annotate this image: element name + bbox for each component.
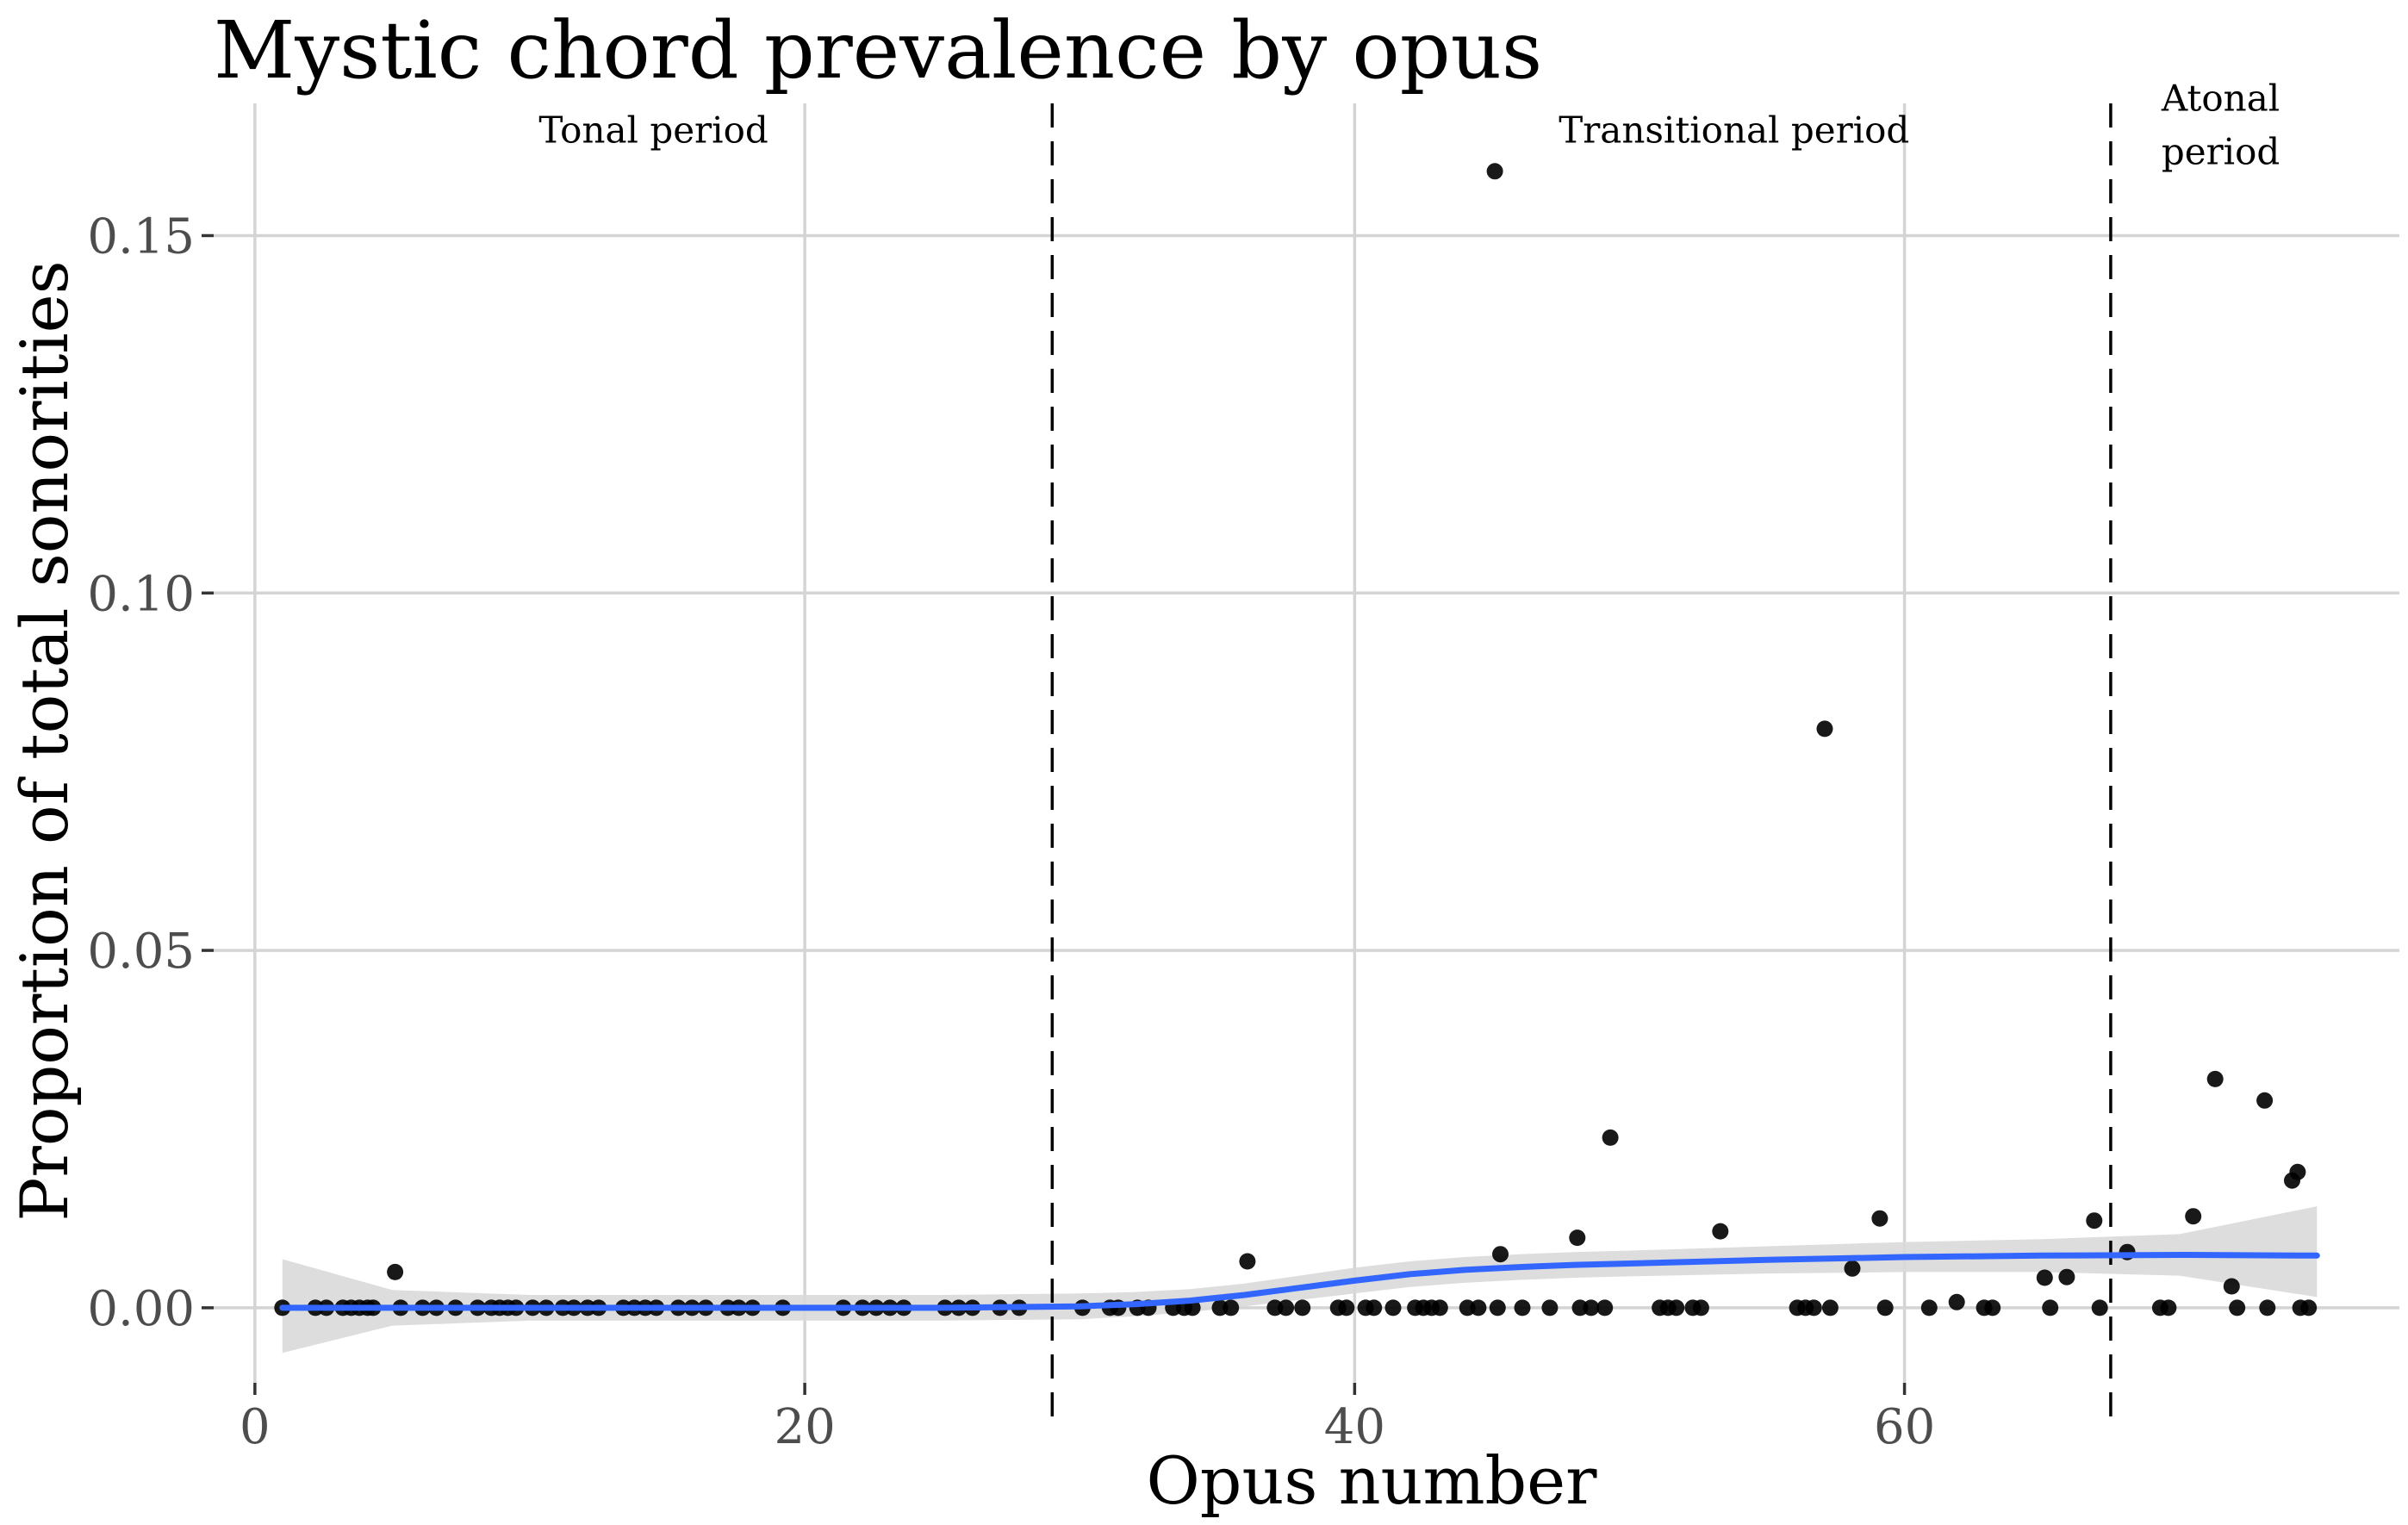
smooth-line-layer <box>279 1252 2320 1311</box>
chart-title: Mystic chord prevalence by opus <box>214 4 1542 96</box>
x-axis-title: Opus number <box>1147 1442 1598 1519</box>
x-tick-label-3: 60 <box>1874 1399 1935 1455</box>
confidence-ribbon <box>282 1206 2318 1354</box>
y-axis-title: Proportion of total sonorities <box>6 260 83 1221</box>
data-point-89 <box>1816 720 1833 738</box>
data-point-67 <box>1431 1299 1448 1316</box>
data-point-108 <box>2223 1278 2240 1295</box>
data-point-78 <box>1596 1299 1614 1316</box>
data-point-57 <box>1278 1299 1295 1316</box>
period-annotations: Tonal period Transitional period Atonal per… <box>538 77 2280 172</box>
data-point-63 <box>1384 1299 1402 1316</box>
data-point-110 <box>2256 1092 2274 1109</box>
data-point-55 <box>1239 1253 1256 1270</box>
confidence-ribbon-layer <box>282 1206 2318 1354</box>
period-label-1: Transitional period <box>1559 109 1909 152</box>
data-point-71 <box>1486 163 1503 180</box>
data-point-94 <box>1920 1299 1938 1316</box>
y-tick-label-1: 0.05 <box>87 924 195 980</box>
data-point-74 <box>1541 1299 1559 1316</box>
data-point-58 <box>1294 1299 1311 1316</box>
data-point-102 <box>2091 1299 2108 1316</box>
y-tick-label-0: 0.00 <box>87 1281 195 1337</box>
period-label-0: Tonal period <box>538 109 768 152</box>
data-point-62 <box>1366 1299 1383 1316</box>
data-point-107 <box>2206 1070 2224 1087</box>
data-point-69 <box>1470 1299 1487 1316</box>
data-point-8 <box>387 1263 404 1280</box>
x-tick-label-1: 20 <box>774 1399 835 1455</box>
data-point-90 <box>1821 1299 1839 1316</box>
x-axis-ticks: 0 20 40 60 <box>240 1383 1935 1455</box>
y-axis-ticks: 0.00 0.05 0.10 0.15 <box>87 209 214 1337</box>
x-tick-label-0: 0 <box>240 1399 271 1455</box>
data-point-77 <box>1583 1299 1600 1316</box>
period-label-2: Atonal <box>2161 77 2280 119</box>
data-point-109 <box>2229 1299 2246 1316</box>
period-boundaries <box>1050 103 2112 1417</box>
data-point-70 <box>1489 1299 1506 1316</box>
data-point-54 <box>1223 1299 1240 1316</box>
data-point-113 <box>2289 1163 2306 1180</box>
data-point-92 <box>1871 1210 1888 1227</box>
data-point-72 <box>1492 1246 1509 1263</box>
data-point-82 <box>1668 1299 1685 1316</box>
data-point-93 <box>1876 1299 1894 1316</box>
data-point-91 <box>1844 1260 1861 1277</box>
data-point-60 <box>1338 1299 1355 1316</box>
smooth-line <box>279 1252 2320 1311</box>
data-point-73 <box>1514 1299 1531 1316</box>
data-point-75 <box>1569 1229 1586 1247</box>
data-point-111 <box>2259 1299 2276 1316</box>
data-point-101 <box>2086 1212 2103 1229</box>
data-point-85 <box>1712 1223 1729 1240</box>
data-point-88 <box>1805 1299 1822 1316</box>
x-tick-label-2: 40 <box>1324 1399 1385 1455</box>
data-points <box>274 163 2318 1316</box>
data-point-79 <box>1602 1129 1619 1146</box>
data-point-115 <box>2300 1299 2318 1316</box>
data-point-106 <box>2185 1208 2202 1225</box>
period-label-3: period <box>2162 131 2280 173</box>
y-tick-label-2: 0.10 <box>87 566 195 622</box>
y-tick-label-3: 0.15 <box>87 209 195 265</box>
data-point-97 <box>1984 1299 2001 1316</box>
data-point-84 <box>1692 1299 1709 1316</box>
data-point-95 <box>1948 1293 1965 1310</box>
data-point-100 <box>2058 1268 2075 1285</box>
data-point-105 <box>2160 1299 2177 1316</box>
grid <box>214 103 2399 1383</box>
data-point-98 <box>2036 1269 2053 1286</box>
data-point-99 <box>2042 1299 2059 1316</box>
